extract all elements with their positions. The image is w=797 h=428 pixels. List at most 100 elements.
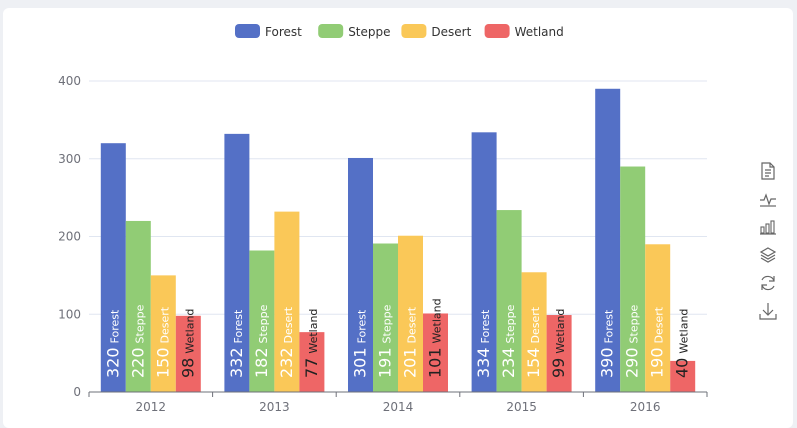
bar[interactable] — [423, 313, 448, 392]
stack-icon — [759, 247, 777, 263]
y-tick-label: 400 — [58, 74, 81, 88]
bar-label: 40 Wetland — [673, 309, 692, 378]
bar-series-label: Forest — [232, 309, 245, 343]
bar[interactable] — [496, 210, 522, 392]
bar-series-label: Desert — [282, 306, 295, 343]
bar[interactable] — [299, 332, 325, 392]
bar-series-label: Steppe — [257, 304, 270, 343]
legend-label: Desert — [431, 25, 471, 39]
y-tick-label: 0 — [73, 385, 81, 399]
legend-swatch — [484, 24, 510, 38]
bar[interactable] — [175, 315, 201, 392]
bar-value-label: 150 — [153, 347, 172, 378]
bar-value-label: 290 — [623, 347, 642, 378]
bar-chart-icon — [760, 220, 776, 235]
bar-value-label: 220 — [128, 347, 147, 378]
bar-label: 301 Forest — [351, 309, 370, 378]
bar-label: 101 Wetland — [426, 298, 445, 378]
bar-label: 232 Desert — [277, 306, 296, 378]
bar-series-label: Desert — [158, 306, 171, 343]
bar-series-label: Steppe — [504, 304, 517, 343]
y-tick-label: 200 — [58, 230, 81, 244]
bar[interactable] — [546, 315, 572, 392]
bar-series-label: Wetland — [307, 309, 320, 354]
stack-button[interactable] — [757, 244, 779, 266]
line-chart-icon — [760, 193, 776, 207]
bar-value-label: 98 — [178, 358, 197, 378]
legend-label: Wetland — [515, 25, 564, 39]
bar-label: 98 Wetland — [178, 309, 197, 378]
bar-label: 332 Forest — [227, 309, 246, 378]
restore-button[interactable] — [757, 272, 779, 294]
bar-series-label: Wetland — [554, 309, 567, 354]
bar[interactable] — [125, 220, 151, 392]
bar-series-label: Steppe — [628, 304, 641, 343]
x-tick-label: 2015 — [506, 400, 537, 414]
bar-value-label: 101 — [426, 347, 445, 378]
x-tick-label: 2013 — [259, 400, 290, 414]
restore-icon — [761, 275, 775, 291]
bar-label: 191 Steppe — [376, 304, 395, 378]
bar[interactable] — [150, 275, 176, 392]
legend-item[interactable]: Wetland — [484, 24, 564, 39]
line-chart-button[interactable] — [757, 188, 779, 210]
bar-label: 201 Desert — [401, 306, 420, 378]
bar[interactable] — [645, 244, 671, 392]
bar-label: 150 Desert — [153, 306, 172, 378]
bar-value-label: 201 — [401, 347, 420, 378]
bar-label: 320 Forest — [103, 309, 122, 378]
bar-series-label: Wetland — [431, 298, 444, 343]
bar-value-label: 334 — [474, 347, 493, 378]
data-view-button[interactable] — [757, 160, 779, 182]
legend[interactable]: Forest Steppe Desert Wetland — [235, 24, 564, 39]
bar-value-label: 40 — [673, 358, 692, 378]
legend-label: Forest — [265, 25, 302, 39]
bar-value-label: 390 — [598, 347, 617, 378]
bar-series-label: Wetland — [183, 309, 196, 354]
bar-series-label: Desert — [406, 306, 419, 343]
legend-item[interactable]: Steppe — [318, 24, 391, 39]
bar[interactable] — [249, 250, 275, 392]
bar-value-label: 154 — [524, 347, 543, 378]
bar[interactable] — [224, 133, 250, 392]
bar[interactable] — [373, 243, 398, 392]
bar-series-label: Forest — [356, 309, 369, 343]
legend-item[interactable]: Forest — [235, 24, 302, 39]
bar[interactable] — [521, 272, 547, 392]
x-tick-label: 2012 — [136, 400, 167, 414]
bar-value-label: 301 — [351, 347, 370, 378]
save-image-icon — [759, 303, 777, 320]
x-axis: 2012 2013 2014 2015 2016 — [88, 391, 708, 414]
data-view-icon — [761, 162, 775, 180]
bar-value-label: 320 — [103, 347, 122, 378]
legend-item[interactable]: Desert — [401, 24, 472, 39]
bar[interactable] — [670, 360, 696, 392]
bar[interactable] — [398, 235, 423, 392]
bar[interactable] — [100, 143, 126, 392]
bar-chart-button[interactable] — [757, 216, 779, 238]
save-image-button[interactable] — [757, 300, 779, 322]
bar[interactable] — [348, 157, 373, 392]
bar[interactable] — [595, 88, 621, 393]
bar-label: 154 Desert — [524, 306, 543, 378]
bar-value-label: 182 — [252, 347, 271, 378]
bar-label: 234 Steppe — [499, 304, 518, 378]
bar[interactable] — [274, 211, 300, 392]
bar-value-label: 191 — [376, 347, 395, 378]
bar-label: 77 Wetland — [302, 309, 321, 378]
legend-label: Steppe — [348, 25, 390, 39]
legend-swatch — [401, 24, 427, 38]
bar-value-label: 234 — [499, 347, 518, 378]
bar-series: 320 Forest 220 Steppe 150 Desert 98 Wetland 332 F… — [100, 88, 696, 393]
bar-label: 182 Steppe — [252, 304, 271, 378]
x-tick-label: 2016 — [630, 400, 661, 414]
y-tick-label: 100 — [58, 307, 81, 321]
bar-label: 99 Wetland — [549, 309, 568, 378]
bar[interactable] — [620, 166, 646, 392]
bar-value-label: 190 — [648, 347, 667, 378]
x-tick-label: 2014 — [383, 400, 414, 414]
legend-swatch — [318, 24, 344, 38]
legend-swatch — [235, 24, 260, 38]
bar[interactable] — [471, 132, 497, 392]
